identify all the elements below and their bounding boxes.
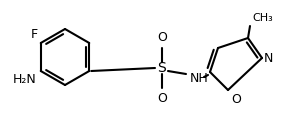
Text: NH: NH xyxy=(190,72,209,84)
Text: O: O xyxy=(157,31,167,44)
Text: F: F xyxy=(31,28,38,41)
Text: O: O xyxy=(157,92,167,105)
Text: H₂N: H₂N xyxy=(13,73,37,86)
Text: CH₃: CH₃ xyxy=(252,13,273,23)
Text: N: N xyxy=(264,51,273,64)
Text: O: O xyxy=(231,93,241,106)
Text: S: S xyxy=(158,61,166,75)
